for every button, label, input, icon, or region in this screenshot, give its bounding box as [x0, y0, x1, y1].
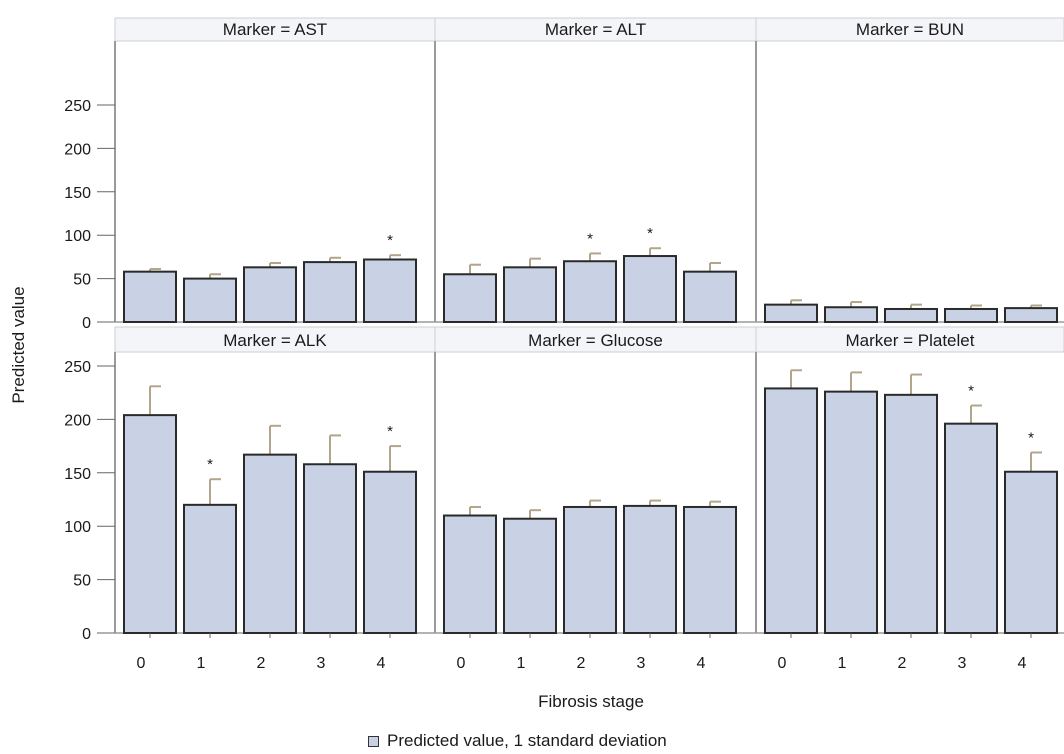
panel: Marker = AST *	[114, 17, 436, 324]
panel-title: Marker = Glucose	[528, 331, 663, 350]
y-tick-label: 200	[64, 412, 91, 429]
panel: Marker = Platelet * *	[755, 326, 1064, 635]
y-tick-label: 50	[73, 573, 91, 590]
bar	[243, 453, 297, 635]
x-tick-label: 1	[517, 655, 526, 672]
x-tick-label: 3	[637, 655, 646, 672]
y-tick-label: 0	[82, 626, 91, 643]
x-tick-label: 0	[778, 655, 787, 672]
x-tick-label: 2	[257, 655, 266, 672]
bar	[123, 414, 177, 634]
x-tick-label: 3	[958, 655, 967, 672]
y-tick-label: 250	[64, 359, 91, 376]
panel: Marker = BUN	[755, 17, 1064, 324]
y-axis-layer: 0 50 100 150 200 250 0 50 100 150 200 250	[64, 98, 115, 643]
bar	[363, 258, 417, 323]
bar	[824, 390, 878, 634]
x-tick-label: 0	[137, 655, 146, 672]
bar	[183, 503, 237, 634]
y-tick-label: 100	[64, 519, 91, 536]
panel-title: Marker = ALT	[545, 20, 646, 39]
panel-header	[755, 17, 1064, 42]
x-axis-layer: 0 1 2 3 4 0 1 2 3 4 0 1 2 3 4	[137, 633, 1032, 672]
x-tick-label: 0	[457, 655, 466, 672]
bar	[303, 463, 357, 635]
bar	[944, 307, 998, 324]
x-axis-title: Fibrosis stage	[538, 692, 644, 711]
bar	[183, 277, 237, 324]
y-tick-label: 0	[82, 315, 91, 332]
bar	[563, 260, 617, 323]
panel-title: Marker = AST	[223, 20, 327, 39]
x-tick-label: 2	[898, 655, 907, 672]
panel-header	[434, 326, 757, 353]
legend-swatch	[368, 735, 379, 747]
significance-marker: *	[387, 232, 393, 249]
bar	[503, 517, 557, 634]
significance-marker: *	[647, 225, 653, 242]
panel-title: Marker = BUN	[856, 20, 964, 39]
panels-layer: Marker = AST * Marker = ALT * * Marker = BUN M…	[114, 17, 1064, 635]
bar	[764, 387, 818, 635]
bar	[884, 307, 938, 324]
x-tick-label: 2	[577, 655, 586, 672]
panel-title: Marker = ALK	[223, 331, 327, 350]
bar	[683, 270, 737, 324]
x-tick-label: 4	[377, 655, 386, 672]
panel: Marker = ALK * *	[114, 326, 436, 635]
y-tick-label: 150	[64, 466, 91, 483]
panel-header	[755, 326, 1064, 353]
panel-title: Marker = Platelet	[846, 331, 975, 350]
bar	[1004, 307, 1058, 323]
panel: Marker = ALT * *	[434, 17, 757, 324]
bar	[443, 273, 497, 324]
bar	[303, 261, 357, 323]
significance-marker: *	[1028, 430, 1034, 447]
bar	[764, 303, 818, 324]
bar	[363, 470, 417, 634]
bar	[824, 306, 878, 323]
x-tick-label: 3	[317, 655, 326, 672]
bar	[243, 266, 297, 324]
y-tick-label: 50	[73, 272, 91, 289]
x-tick-label: 4	[1018, 655, 1027, 672]
bar	[1004, 470, 1058, 634]
bar	[623, 504, 677, 634]
x-tick-label: 1	[838, 655, 847, 672]
panel-header	[114, 326, 436, 353]
y-tick-label: 100	[64, 228, 91, 245]
significance-marker: *	[387, 423, 393, 440]
legend: Predicted value, 1 standard deviation	[368, 730, 667, 752]
bar	[123, 270, 177, 324]
panel: Marker = Glucose	[434, 326, 757, 635]
legend-label: Predicted value, 1 standard deviation	[387, 731, 667, 750]
bar	[683, 505, 737, 635]
y-tick-label: 150	[64, 185, 91, 202]
bar	[623, 255, 677, 324]
x-tick-label: 4	[697, 655, 706, 672]
y-tick-label: 250	[64, 98, 91, 115]
significance-marker: *	[207, 456, 213, 473]
bar	[944, 422, 998, 634]
x-tick-label: 1	[197, 655, 206, 672]
significance-marker: *	[587, 230, 593, 247]
bar	[563, 505, 617, 635]
bar	[503, 266, 557, 324]
bar	[443, 514, 497, 635]
y-axis-title: Predicted value	[9, 286, 28, 403]
y-tick-label: 200	[64, 141, 91, 158]
bar	[884, 393, 938, 634]
significance-marker: *	[968, 383, 974, 400]
